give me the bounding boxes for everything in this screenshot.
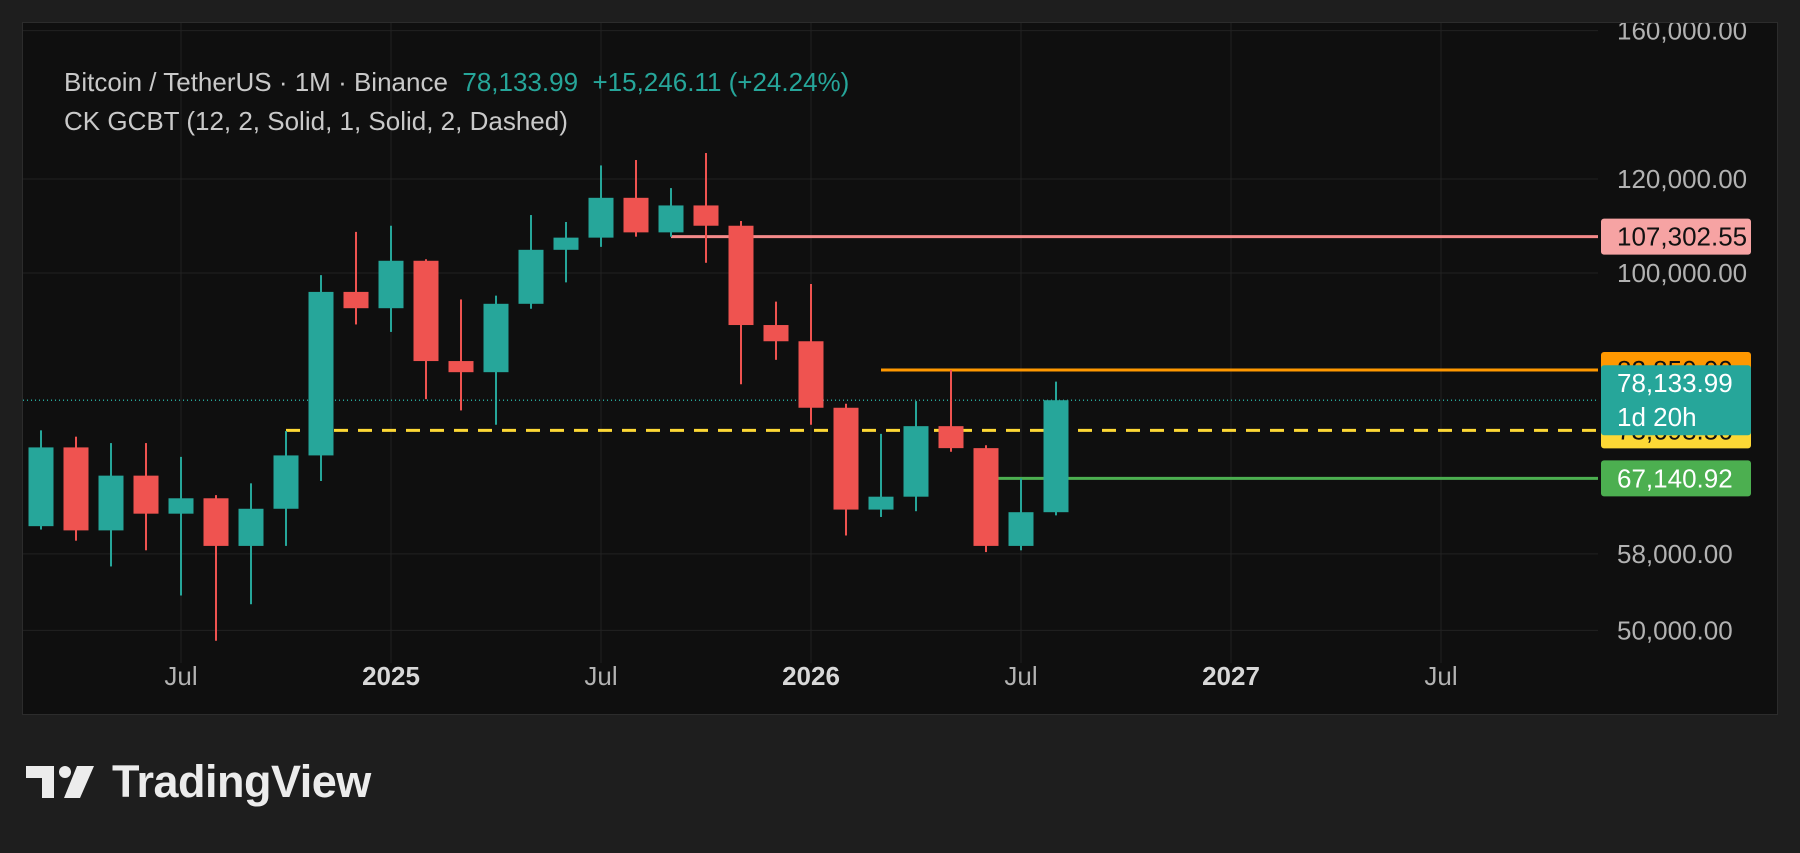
price-tag-label: 78,133.99 bbox=[1617, 368, 1733, 398]
legend-symbol-row[interactable]: Bitcoin / TetherUS · 1M · Binance 78,133… bbox=[64, 67, 849, 98]
candle-body bbox=[133, 475, 159, 514]
price-axis[interactable]: 160,000.00 120,000.00 100,000.00 58,000.00 5… bbox=[1617, 23, 1747, 645]
candle-body bbox=[1043, 400, 1069, 513]
candle-body bbox=[168, 498, 194, 514]
tradingview-logo[interactable]: TradingView bbox=[26, 756, 371, 808]
price-tag-bg bbox=[1601, 365, 1751, 436]
candle-body bbox=[238, 508, 264, 546]
price-tag-bg bbox=[1601, 460, 1751, 497]
candle-body bbox=[693, 205, 719, 226]
candle-body bbox=[28, 447, 54, 527]
last-price: 78,133.99 bbox=[462, 67, 579, 97]
price-tag-label: 67,140.92 bbox=[1617, 463, 1733, 493]
candle-body bbox=[273, 455, 299, 509]
brand-name: TradingView bbox=[112, 756, 371, 807]
time-axis-label: Jul bbox=[1424, 661, 1457, 691]
candle-body bbox=[413, 260, 439, 362]
candle-body bbox=[658, 205, 684, 233]
time-axis-label: 2026 bbox=[782, 661, 840, 691]
candle-body bbox=[938, 426, 964, 449]
price-axis-label: 160,000.00 bbox=[1617, 23, 1747, 46]
price-tag: 78,133.99 1d 20h bbox=[1601, 365, 1751, 436]
candle-body bbox=[553, 237, 579, 250]
candle-body bbox=[973, 448, 999, 546]
candle-body bbox=[798, 341, 824, 408]
tradingview-logo-icon bbox=[26, 766, 94, 798]
candle-body bbox=[63, 447, 89, 531]
indicator-title[interactable]: CK GCBT (12, 2, Solid, 1, Solid, 2, Dash… bbox=[64, 106, 568, 136]
time-axis-label: 2025 bbox=[362, 661, 420, 691]
grid-lines bbox=[23, 23, 1598, 663]
candle-body bbox=[833, 407, 859, 510]
chart-panel[interactable]: 160,000.00 120,000.00 100,000.00 58,000.00 5… bbox=[22, 22, 1778, 715]
time-axis-label: Jul bbox=[1004, 661, 1037, 691]
candle-body bbox=[588, 197, 614, 238]
legend-indicator-row[interactable]: CK GCBT (12, 2, Solid, 1, Solid, 2, Dash… bbox=[64, 106, 568, 137]
candle-body bbox=[308, 291, 334, 456]
candle-body bbox=[728, 225, 754, 326]
countdown-label: 1d 20h bbox=[1617, 402, 1697, 432]
price-axis-label: 58,000.00 bbox=[1617, 539, 1733, 569]
price-tag-bg bbox=[1601, 218, 1751, 255]
candle-body bbox=[483, 303, 509, 373]
price-tag: 67,140.92 bbox=[1601, 460, 1751, 497]
candle-body bbox=[98, 475, 124, 531]
candle-body bbox=[378, 260, 404, 309]
time-axis-label: Jul bbox=[584, 661, 617, 691]
price-tags: 107,302.5582,850.0073,698.5667,140.9278,… bbox=[1601, 218, 1751, 497]
candles bbox=[28, 153, 1069, 641]
price-axis-label: 50,000.00 bbox=[1617, 615, 1733, 645]
symbol-title[interactable]: Bitcoin / TetherUS · 1M · Binance bbox=[64, 67, 448, 97]
candle-body bbox=[518, 249, 544, 304]
candle-body bbox=[623, 197, 649, 233]
candle-body bbox=[343, 291, 369, 309]
candle-body bbox=[903, 426, 929, 497]
time-axis[interactable]: Jul 2025 Jul 2026 Jul 2027 Jul bbox=[164, 661, 1457, 691]
chart-canvas[interactable]: 160,000.00 120,000.00 100,000.00 58,000.00 5… bbox=[23, 23, 1777, 714]
candle-body bbox=[1008, 512, 1034, 546]
candle-body bbox=[448, 361, 474, 373]
price-tag: 107,302.55 bbox=[1601, 218, 1751, 255]
price-axis-label: 120,000.00 bbox=[1617, 164, 1747, 194]
price-tag-label: 107,302.55 bbox=[1617, 222, 1747, 252]
candle-body bbox=[868, 496, 894, 510]
candle-body bbox=[763, 325, 789, 342]
time-axis-label: Jul bbox=[164, 661, 197, 691]
price-change: +15,246.11 (+24.24%) bbox=[592, 67, 850, 97]
price-axis-label: 100,000.00 bbox=[1617, 258, 1747, 288]
candle-body bbox=[203, 498, 229, 546]
time-axis-label: 2027 bbox=[1202, 661, 1260, 691]
